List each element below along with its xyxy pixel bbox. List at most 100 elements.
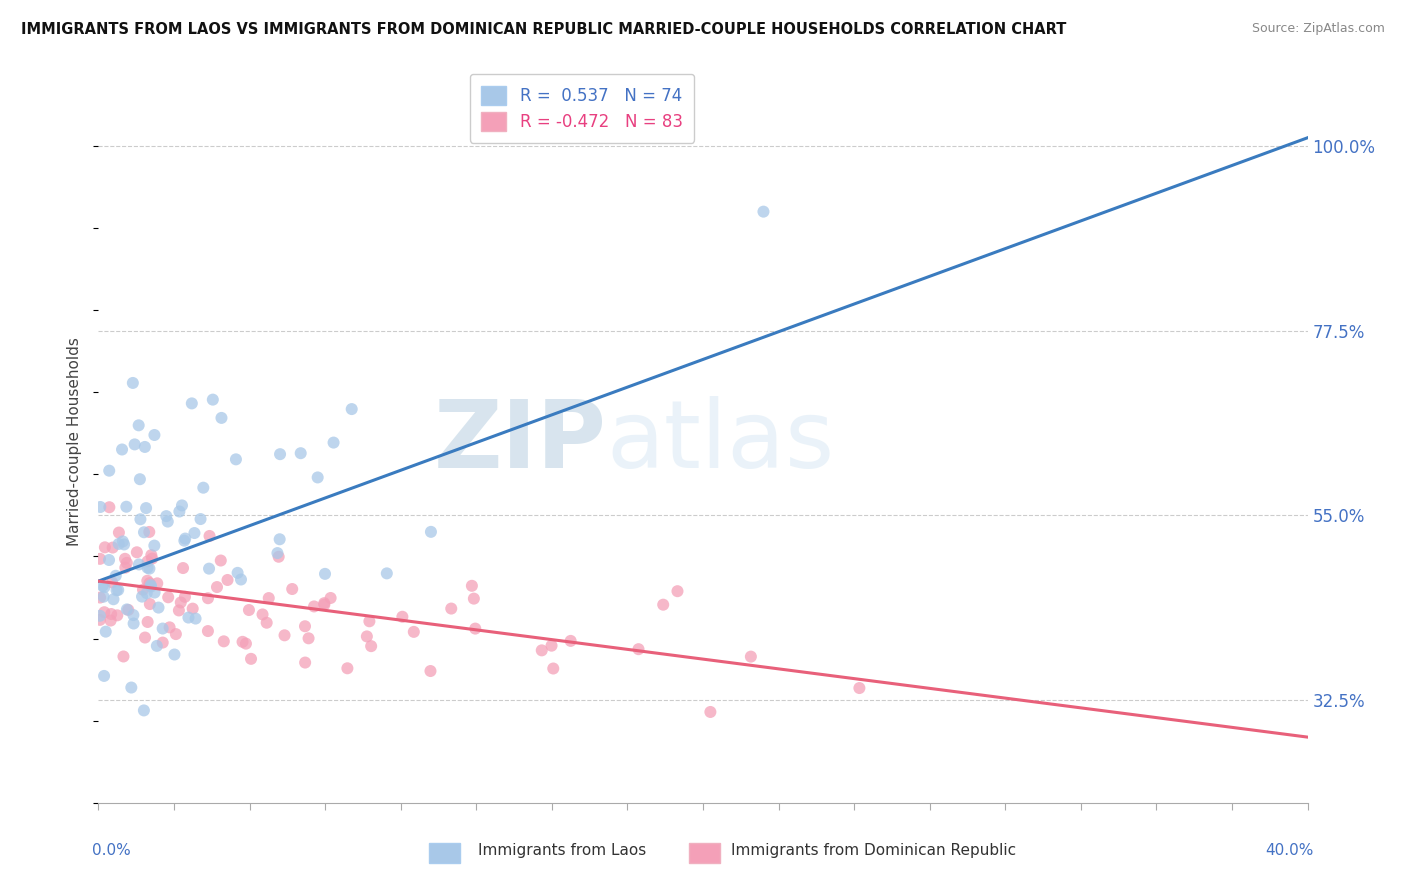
Point [266,546,288,560]
Point [136,554,159,568]
Point [184,611,207,625]
Point [114,551,136,566]
Point [294,656,316,670]
Point [111,534,134,549]
Point [225,452,247,467]
Point [89,608,111,623]
Point [121,376,143,390]
Point [217,573,239,587]
Point [98,500,121,515]
Point [238,603,260,617]
Point [132,582,155,597]
Point [205,580,228,594]
Point [148,600,170,615]
Point [197,624,219,638]
Point [156,515,179,529]
Point [129,512,152,526]
Point [319,591,342,605]
Point [269,533,291,547]
Point [543,661,565,675]
Point [232,635,254,649]
Point [128,558,150,572]
Point [666,584,689,599]
Point [143,585,166,599]
Point [93,580,115,594]
Point [105,583,128,598]
Point [169,504,191,518]
Point [146,639,169,653]
Text: IMMIGRANTS FROM LAOS VS IMMIGRANTS FROM DOMINICAN REPUBLIC MARRIED-COUPLE HOUSEH: IMMIGRANTS FROM LAOS VS IMMIGRANTS FROM … [21,22,1067,37]
Text: ZIP: ZIP [433,395,606,488]
Point [752,204,775,219]
Point [108,525,131,540]
Point [115,602,138,616]
Point [356,629,378,643]
Point [322,435,344,450]
Point [174,590,197,604]
Point [139,580,162,594]
Point [134,440,156,454]
Point [273,628,295,642]
Point [297,632,319,646]
Point [281,582,304,596]
Point [89,552,111,566]
Point [235,637,257,651]
Point [212,634,235,648]
Point [93,669,115,683]
Text: Source: ZipAtlas.com: Source: ZipAtlas.com [1251,22,1385,36]
Point [128,472,150,486]
Point [152,635,174,649]
Point [101,575,124,590]
Point [138,524,160,539]
Point [463,591,485,606]
Point [174,532,197,546]
Point [104,568,127,582]
Point [290,446,312,460]
Point [91,579,114,593]
Point [103,592,125,607]
Point [294,619,316,633]
Point [89,591,111,605]
Point [211,411,233,425]
Point [183,526,205,541]
Point [402,624,425,639]
Point [652,598,675,612]
Point [173,533,195,548]
Point [340,402,363,417]
Point [94,541,117,555]
Point [143,428,166,442]
Point [146,576,169,591]
Point [256,615,278,630]
Text: Immigrants from Laos: Immigrants from Laos [478,843,647,858]
Point [136,615,159,629]
Point [138,561,160,575]
Point [375,566,398,581]
Point [314,596,336,610]
Point [100,607,122,621]
Point [89,500,111,514]
Point [141,551,163,566]
Point [170,595,193,609]
Point [141,548,163,562]
Point [172,561,194,575]
Text: 40.0%: 40.0% [1265,843,1313,857]
Point [120,681,142,695]
Point [132,703,155,717]
Point [89,613,111,627]
Point [134,631,156,645]
Y-axis label: Married-couple Households: Married-couple Households [67,337,83,546]
Point [136,560,159,574]
Point [93,590,115,604]
Point [627,642,650,657]
Point [135,586,157,600]
Point [267,549,290,564]
Point [314,566,336,581]
Point [122,616,145,631]
Point [190,512,212,526]
Point [302,599,325,614]
Legend: R =  0.537   N = 74, R = -0.472   N = 83: R = 0.537 N = 74, R = -0.472 N = 83 [470,74,695,143]
Point [391,609,413,624]
Point [848,681,870,695]
Point [114,560,136,574]
Point [117,603,139,617]
